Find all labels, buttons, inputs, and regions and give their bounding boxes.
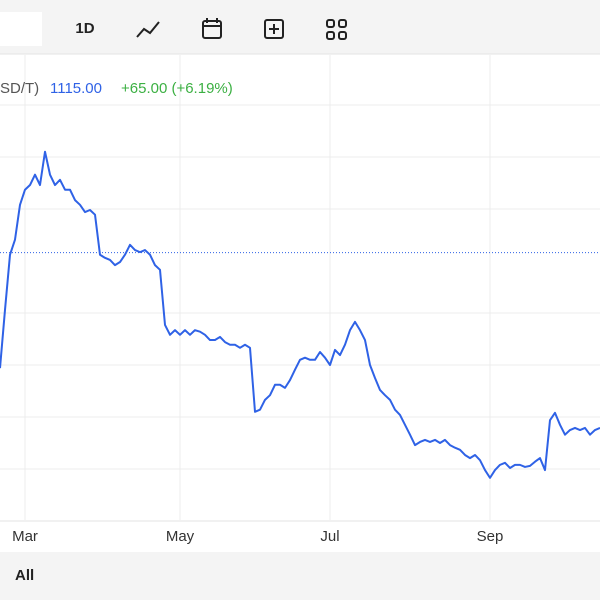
add-indicator-icon[interactable] xyxy=(264,19,284,39)
toolbar xyxy=(0,0,600,54)
range-button[interactable]: All xyxy=(15,567,34,584)
line-style-icon[interactable] xyxy=(136,21,160,38)
x-tick-label: Jul xyxy=(320,528,339,545)
symbol-input[interactable] xyxy=(0,12,42,46)
calendar-icon[interactable] xyxy=(202,18,222,39)
layout-icon[interactable] xyxy=(326,19,347,40)
legend-change: +65.00 (+6.19%) xyxy=(121,80,233,97)
x-tick-label: Sep xyxy=(477,528,504,545)
interval-button[interactable]: 1D xyxy=(75,20,94,37)
x-tick-label: May xyxy=(166,528,195,545)
price-line-series xyxy=(0,150,600,479)
plot xyxy=(0,55,600,520)
x-tick-label: Mar xyxy=(12,528,38,545)
legend-price: 1115.00 xyxy=(50,80,102,97)
grid xyxy=(0,104,600,470)
range-bar xyxy=(0,552,600,600)
legend-symbol: SD/T) xyxy=(0,80,39,97)
